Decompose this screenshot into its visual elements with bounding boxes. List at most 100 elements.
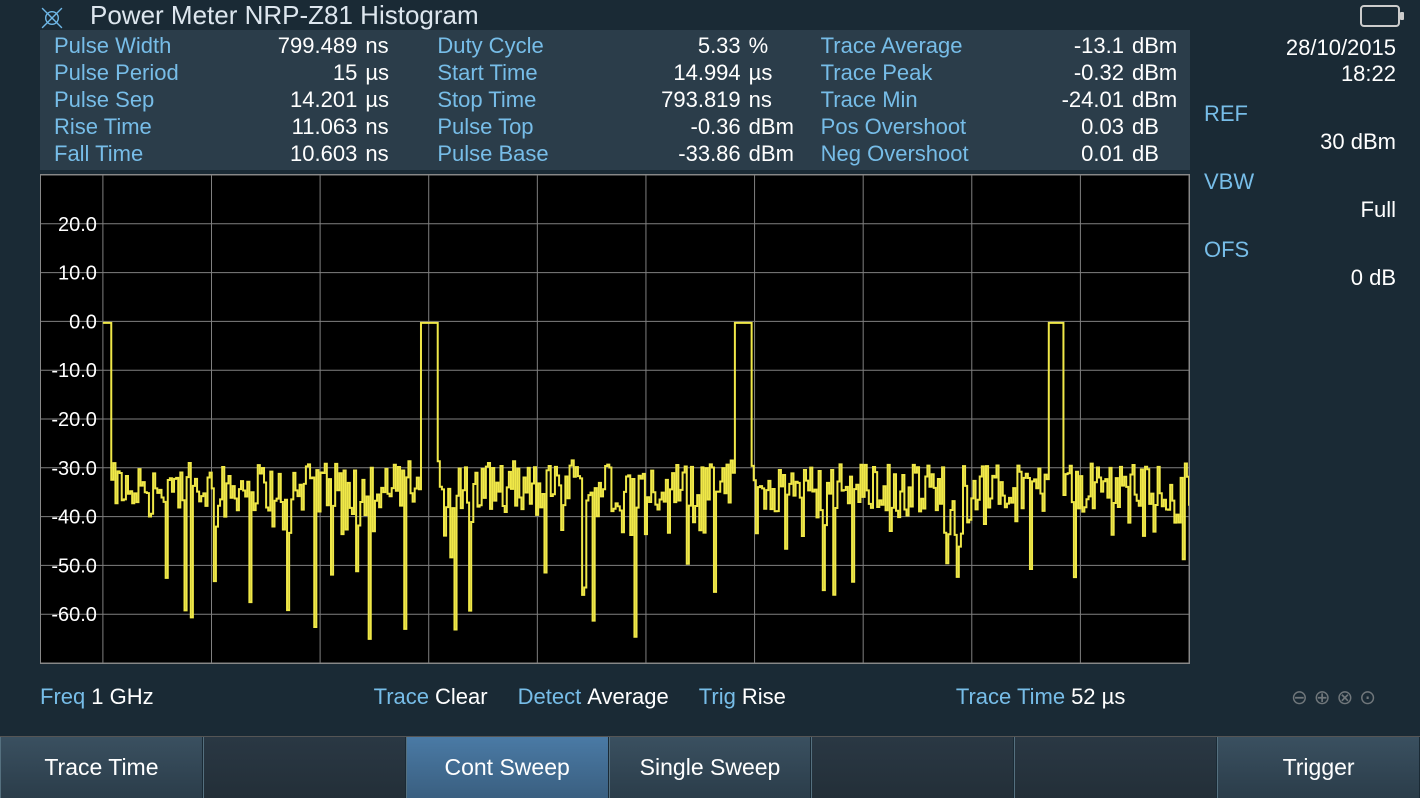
measurement-unit: ns [361,114,413,140]
measurement-value: 0.03 [1001,114,1128,140]
measurement-label: Stop Time [437,87,577,113]
battery-icon [1360,5,1400,27]
ofs-label: OFS [1200,237,1396,263]
more-icon[interactable]: ⊙ [1359,685,1376,710]
vbw-label: VBW [1200,169,1396,195]
measurement-row: Pos Overshoot0.03dB [821,114,1180,140]
measurement-row: Pulse Base-33.86dBm [437,141,796,167]
measurement-value: 793.819 [577,87,744,113]
svg-text:-60.0: -60.0 [51,604,97,626]
status-trig: TrigRise [699,684,786,710]
measurement-value: -24.01 [1001,87,1128,113]
measurement-value: 14.994 [577,60,744,86]
softkey-empty [203,737,406,798]
measurement-label: Pulse Base [437,141,577,167]
measurement-value: 14.201 [194,87,361,113]
title-bar: Power Meter NRP-Z81 Histogram [0,0,1420,32]
measurement-value: 10.603 [194,141,361,167]
measurement-unit: dBm [745,114,797,140]
measurement-unit: ns [361,141,413,167]
measurement-label: Pos Overshoot [821,114,1001,140]
measurement-value: -33.86 [577,141,744,167]
measurement-row: Rise Time11.063ns [54,114,413,140]
measurement-unit: dBm [745,141,797,167]
measurement-value: -0.32 [1001,60,1128,86]
time-text: 18:22 [1200,61,1396,87]
trace-chart: 20.010.00.0-10.0-20.0-30.0-40.0-50.0-60.… [40,174,1190,664]
datetime-block: 28/10/2015 18:22 [1200,35,1410,87]
measurement-unit: dBm [1128,60,1180,86]
softkey-trigger[interactable]: Trigger [1217,737,1420,798]
measurement-row: Trace Min-24.01dBm [821,87,1180,113]
softkey-cont-sweep[interactable]: Cont Sweep [406,737,609,798]
trace-chart-svg: 20.010.00.0-10.0-20.0-30.0-40.0-50.0-60.… [41,175,1189,663]
svg-text:-50.0: -50.0 [51,555,97,577]
measurement-row: Fall Time10.603ns [54,141,413,167]
svg-text:0.0: 0.0 [69,311,97,333]
measurement-label: Trace Min [821,87,1001,113]
status-bar: Freq1 GHz TraceClear DetectAverage TrigR… [40,676,1390,718]
measurement-row: Neg Overshoot0.01dB [821,141,1180,167]
svg-text:-10.0: -10.0 [51,360,97,382]
measurement-row: Trace Peak-0.32dBm [821,60,1180,86]
measurement-value: 0.01 [1001,141,1128,167]
vbw-value: Full [1200,197,1396,223]
date-text: 28/10/2015 [1200,35,1396,61]
measurement-row: Pulse Top-0.36dBm [437,114,796,140]
measurement-unit: dB [1128,114,1180,140]
status-detect: DetectAverage [518,684,669,710]
measurement-value: -0.36 [577,114,744,140]
status-trace-time: Trace Time52 µs [956,684,1125,710]
ref-block: REF 30 dBm [1200,101,1410,155]
softkey-bar: Trace Time Cont SweepSingle Sweep Trigger [0,736,1420,798]
measurement-label: Neg Overshoot [821,141,1001,167]
measurement-label: Trace Peak [821,60,1001,86]
status-trace: TraceClear [374,684,488,710]
measurement-label: Duty Cycle [437,33,577,59]
ref-label: REF [1200,101,1396,127]
svg-text:10.0: 10.0 [58,263,97,285]
status-icons: ⊖ ⊕ ⊗ ⊙ [1291,685,1390,710]
ref-value: 30 dBm [1200,129,1396,155]
ofs-block: OFS 0 dB [1200,237,1410,291]
measurements-col-3: Trace Average-13.1dBmTrace Peak-0.32dBmT… [807,30,1190,170]
measurement-unit: µs [745,60,797,86]
measurements-col-1: Pulse Width799.489nsPulse Period15µsPuls… [40,30,423,170]
measurement-row: Duty Cycle5.33% [437,33,796,59]
measurement-row: Pulse Period15µs [54,60,413,86]
measurement-label: Trace Average [821,33,1001,59]
window-title: Power Meter NRP-Z81 Histogram [90,0,479,31]
measurement-unit: µs [361,87,413,113]
softkey-single-sweep[interactable]: Single Sweep [609,737,812,798]
measurement-row: Stop Time793.819ns [437,87,796,113]
measurement-label: Start Time [437,60,577,86]
measurement-label: Rise Time [54,114,194,140]
measurements-col-2: Duty Cycle5.33%Start Time14.994µsStop Ti… [423,30,806,170]
measurement-label: Pulse Top [437,114,577,140]
zoom-in-icon[interactable]: ⊕ [1314,685,1331,710]
settings-icon[interactable]: ⊗ [1336,685,1353,710]
measurement-value: 799.489 [194,33,361,59]
measurement-row: Trace Average-13.1dBm [821,33,1180,59]
measurement-label: Fall Time [54,141,194,167]
zoom-out-icon[interactable]: ⊖ [1291,685,1308,710]
svg-text:20.0: 20.0 [58,214,97,236]
measurement-label: Pulse Sep [54,87,194,113]
measurement-label: Pulse Period [54,60,194,86]
measurement-label: Pulse Width [54,33,194,59]
instrument-screen: Power Meter NRP-Z81 Histogram Pulse Widt… [0,0,1420,798]
svg-text:-30.0: -30.0 [51,458,97,480]
measurement-row: Pulse Sep14.201µs [54,87,413,113]
measurement-row: Start Time14.994µs [437,60,796,86]
side-panel: 28/10/2015 18:22 REF 30 dBm VBW Full OFS… [1200,35,1410,305]
ofs-value: 0 dB [1200,265,1396,291]
softkey-empty [811,737,1014,798]
softkey-trace-time[interactable]: Trace Time [0,737,203,798]
measurement-unit: µs [361,60,413,86]
brand-logo-icon [38,4,66,32]
measurement-value: 11.063 [194,114,361,140]
vbw-block: VBW Full [1200,169,1410,223]
measurement-value: 15 [194,60,361,86]
measurement-unit: dBm [1128,87,1180,113]
softkey-empty [1014,737,1217,798]
